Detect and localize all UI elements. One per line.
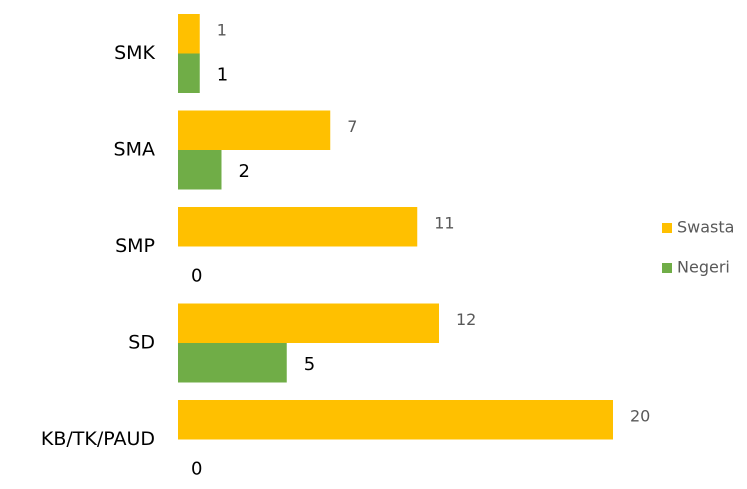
- legend-swatch: [662, 223, 672, 233]
- y-tick-label: KB/TK/PAUD: [41, 428, 155, 450]
- bar: [178, 14, 200, 54]
- legend-swatch: [662, 263, 672, 273]
- bar: [178, 150, 222, 190]
- legend-label: Negeri: [677, 258, 730, 277]
- data-label: 20: [630, 406, 650, 425]
- data-label: 11: [434, 213, 454, 232]
- y-tick-label: SMP: [115, 235, 155, 257]
- y-tick-label: SMA: [114, 139, 155, 161]
- y-tick-label: SD: [128, 332, 155, 354]
- bar: [178, 110, 331, 150]
- data-label: 0: [191, 265, 202, 286]
- bar: [178, 303, 439, 343]
- bar: [178, 53, 200, 93]
- data-label: 5: [304, 354, 315, 375]
- data-label: 2: [239, 161, 250, 182]
- data-label: 1: [217, 64, 228, 85]
- data-label: 0: [191, 458, 202, 479]
- legend-label: Swasta: [677, 218, 734, 237]
- data-label: 1: [217, 20, 227, 39]
- bar: [178, 207, 418, 247]
- data-label: 7: [347, 117, 357, 136]
- bar: [178, 343, 287, 383]
- data-label: 12: [456, 310, 476, 329]
- bar: [178, 400, 613, 440]
- y-tick-label: SMK: [114, 42, 155, 64]
